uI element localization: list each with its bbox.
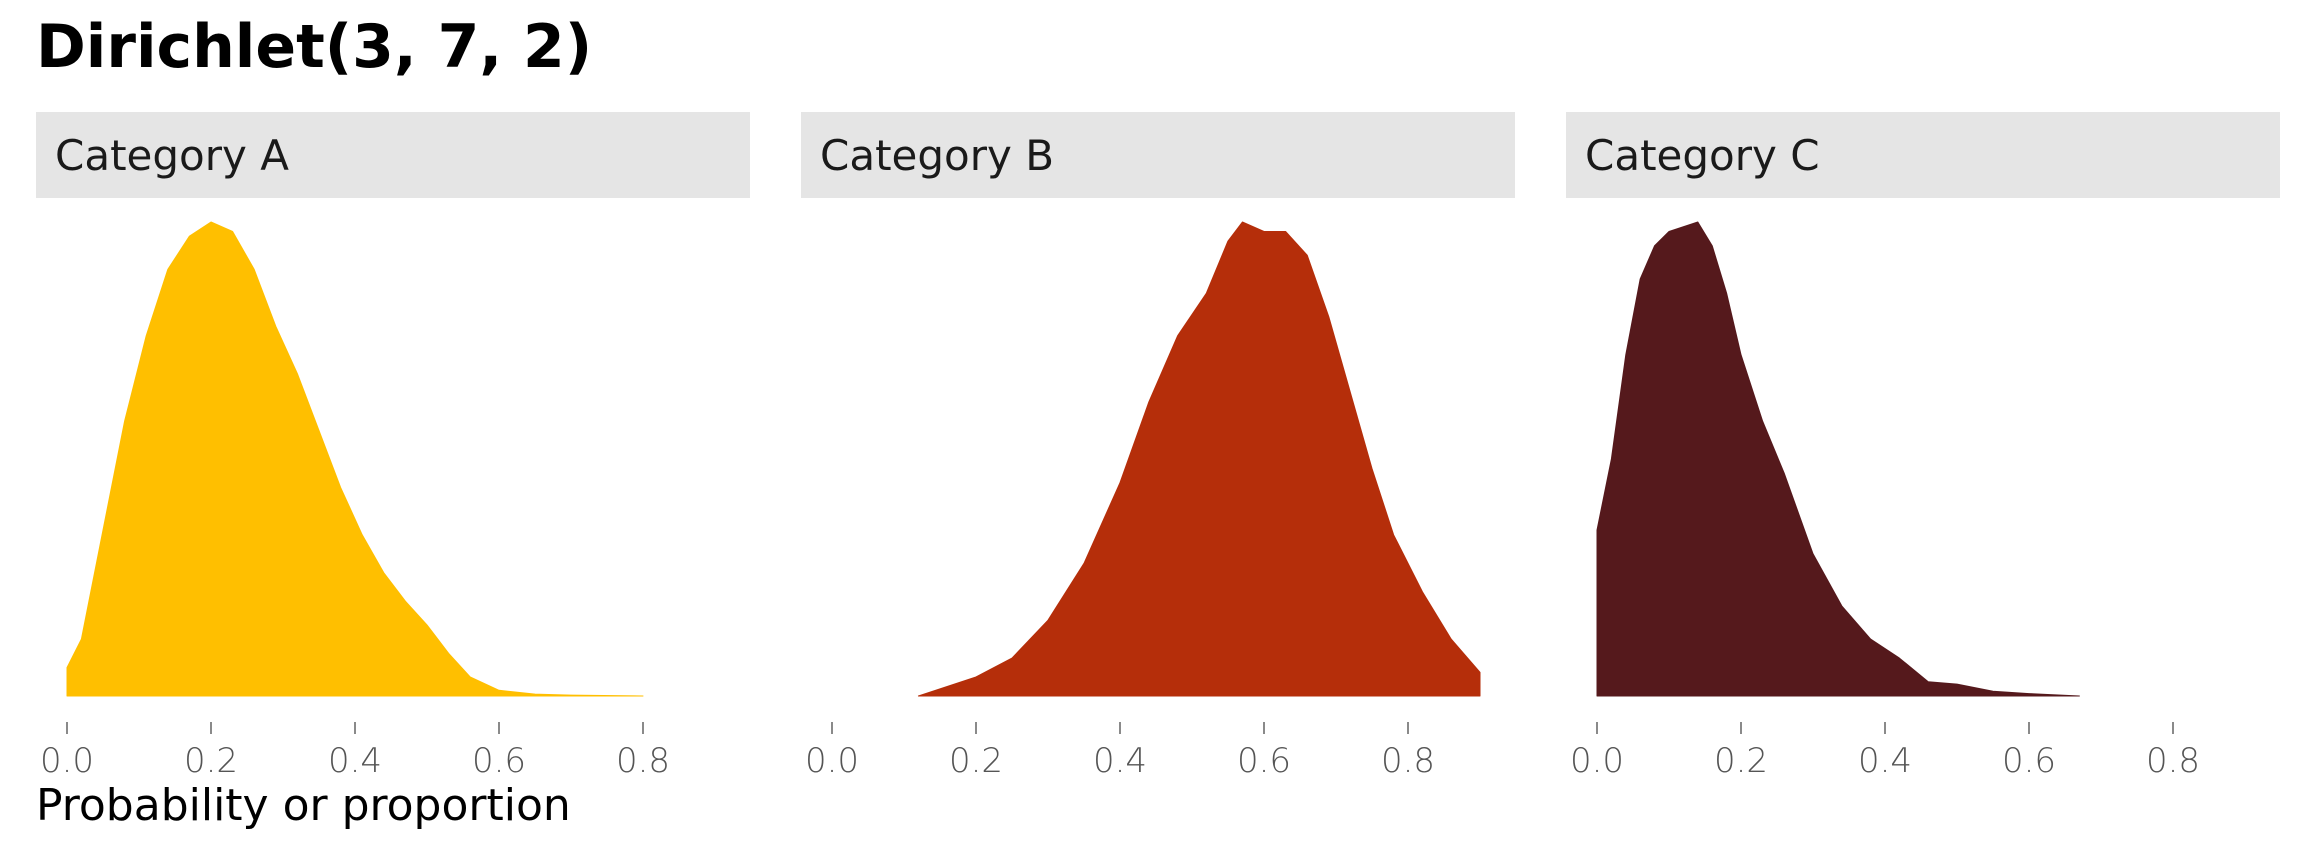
facet-strip-label: Category B — [820, 131, 1054, 180]
density-area — [1596, 221, 2080, 697]
x-tick-label: 0.0 — [40, 741, 94, 781]
x-tick-label: 0.0 — [1570, 741, 1624, 781]
x-tick-label: 0.8 — [616, 741, 670, 781]
x-tick-label: 0.4 — [1858, 741, 1912, 781]
x-tick-label: 0.2 — [949, 741, 1003, 781]
panel-2: Category B 0.0 0.2 0.4 0.6 0.8 — [801, 112, 1515, 781]
panel-3: Category C 0.0 0.2 0.4 0.6 0.8 — [1566, 112, 2280, 781]
x-tick-label: 0.6 — [1237, 741, 1291, 781]
facet-strip — [36, 112, 750, 198]
x-tick-label: 0.4 — [328, 741, 382, 781]
x-tick-label: 0.6 — [472, 741, 526, 781]
facet-strip-label: Category C — [1585, 131, 1820, 180]
chart-title: Dirichlet(3, 7, 2) — [36, 12, 593, 82]
x-axis-label: Probability or proportion — [36, 780, 571, 831]
facet-panels: Category A 0.0 0.2 0.4 0.6 0.8 Category B 0.0 0.… — [36, 112, 2280, 781]
facet-strip — [801, 112, 1515, 198]
facet-strip-label: Category A — [55, 131, 289, 180]
x-tick-label: 0.8 — [1381, 741, 1435, 781]
x-tick-label: 0.2 — [1714, 741, 1768, 781]
x-tick-label: 0.0 — [805, 741, 859, 781]
facet-strip — [1566, 112, 2280, 198]
density-area — [66, 221, 644, 697]
x-tick-label: 0.6 — [2002, 741, 2056, 781]
x-tick-label: 0.2 — [184, 741, 238, 781]
panel-1: Category A 0.0 0.2 0.4 0.6 0.8 — [36, 112, 750, 781]
x-tick-label: 0.4 — [1093, 741, 1147, 781]
density-area — [917, 221, 1481, 697]
x-tick-label: 0.8 — [2146, 741, 2200, 781]
